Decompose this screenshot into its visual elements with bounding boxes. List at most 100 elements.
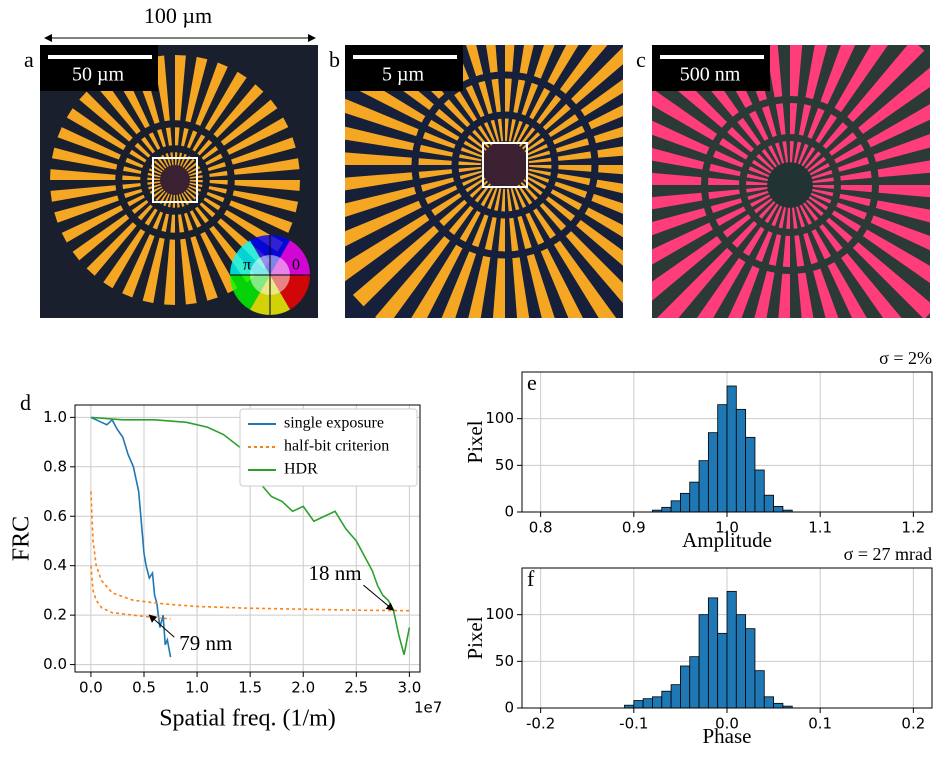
spoke: [790, 160, 930, 185]
width-label: 100 µm: [144, 3, 212, 28]
scale-bar-bg: [345, 45, 463, 91]
center: [767, 162, 813, 208]
x-tick-label: 1.1: [808, 519, 832, 537]
image-panels: 50 µm a 5 µmb 500 nm c π 0: [24, 45, 930, 318]
x-tick-label: 1.0: [715, 519, 739, 537]
x-tick-label: 3.0: [397, 679, 421, 697]
spoke: [790, 185, 930, 251]
spoke: [790, 185, 867, 318]
bar: [763, 696, 774, 709]
bar: [652, 696, 663, 709]
bar: [661, 690, 672, 709]
annotation: σ = 2%: [879, 348, 932, 368]
spoke: [345, 126, 505, 165]
y-tick-label: 0.0: [43, 655, 67, 673]
panel-label: e: [527, 370, 537, 395]
center: [481, 141, 529, 189]
bar: [689, 656, 700, 709]
spoke: [492, 165, 505, 318]
bar: [707, 597, 719, 709]
bar: [717, 632, 728, 709]
spokes: [345, 45, 623, 318]
annotation-arrow: [148, 614, 175, 638]
spoke: [505, 146, 623, 165]
spoke: [790, 185, 839, 318]
panel-label: d: [20, 390, 31, 415]
spoke: [765, 45, 790, 185]
chart: -0.2 -0.1 0.0 0.1 0.2 0 50 100 f Phase Pixel σ = 27…: [463, 544, 933, 748]
spokes: [652, 45, 930, 318]
bar: [745, 436, 756, 513]
y-tick-label: 0.6: [43, 507, 67, 525]
y-tick-label: 0.2: [43, 606, 67, 624]
wheel-label: 0: [292, 257, 300, 274]
bar: [726, 385, 737, 513]
x-tick-label: 0.8: [529, 519, 553, 537]
bar: [735, 614, 747, 709]
annotation: σ = 27 mrad: [844, 544, 932, 564]
x-tick-label: 2.0: [291, 679, 315, 697]
scale-bar-bg: [40, 45, 158, 91]
spoke: [466, 45, 505, 165]
x-axis-label: Spatial freq. (1/m): [159, 706, 336, 732]
bar: [633, 700, 644, 709]
ring: [739, 134, 841, 236]
spoke: [345, 66, 505, 165]
ring: [140, 145, 210, 215]
spoke: [652, 172, 790, 185]
y-axis-label: Pixel: [463, 420, 487, 463]
y-tick-label: 0.8: [43, 457, 67, 475]
bar: [773, 702, 784, 709]
bar: [670, 500, 681, 513]
line: [90, 416, 172, 658]
spoke: [727, 185, 790, 318]
charts: 0.0 0.5 1.0 1.5 2.0 2.5 3.0 0.0 0.2 0.4 0.6 0.8 1.0 d…: [9, 348, 933, 748]
annotation: 79 nm: [179, 631, 232, 655]
spoke: [345, 165, 505, 217]
bar: [754, 670, 765, 709]
x-tick-label: 0.0: [79, 679, 103, 697]
panel-label: b: [329, 47, 340, 72]
ring: [411, 71, 599, 259]
spoke: [790, 185, 814, 318]
image-panel: 50 µm a: [24, 45, 318, 318]
x-tick-label: 1.0: [185, 679, 209, 697]
bar: [661, 506, 672, 513]
panel-label: f: [527, 566, 535, 591]
panel-label: c: [636, 47, 646, 72]
zoom-box: [152, 157, 198, 203]
x-axis-label: Amplitude: [682, 528, 772, 552]
panel-label: a: [24, 47, 34, 72]
x-tick-label: 0.1: [808, 715, 832, 733]
spoke: [652, 185, 790, 210]
legend-label: HDR: [284, 461, 318, 478]
image-panel: 5 µm b: [329, 45, 623, 318]
spoke: [652, 120, 790, 185]
scale-bar-label: 50 µm: [72, 64, 125, 86]
y-tick-label: 0: [504, 503, 514, 521]
ring: [701, 96, 879, 274]
y-tick-label: 100: [485, 409, 514, 427]
bar: [763, 494, 774, 513]
y-tick-label: 100: [485, 605, 514, 623]
ring: [451, 111, 559, 219]
bar: [745, 628, 756, 709]
x-tick-label: 0.2: [901, 715, 925, 733]
spoke: [345, 152, 505, 165]
axes-frame: [521, 567, 933, 709]
scale-bar-label: 500 nm: [680, 64, 741, 86]
y-tick-label: 0: [504, 699, 514, 717]
spoke: [790, 185, 930, 198]
image-panel: 500 nm c: [636, 45, 930, 318]
bar: [726, 590, 737, 709]
x-tick-label: -0.2: [526, 715, 555, 733]
y-axis-label: FRC: [9, 516, 35, 561]
y-axis-label: Pixel: [463, 616, 487, 659]
scale-bar-bg: [652, 45, 770, 91]
spoke: [652, 185, 790, 265]
bar: [707, 432, 719, 513]
line: [90, 491, 410, 612]
spoke: [790, 104, 930, 185]
ring: [115, 120, 235, 240]
